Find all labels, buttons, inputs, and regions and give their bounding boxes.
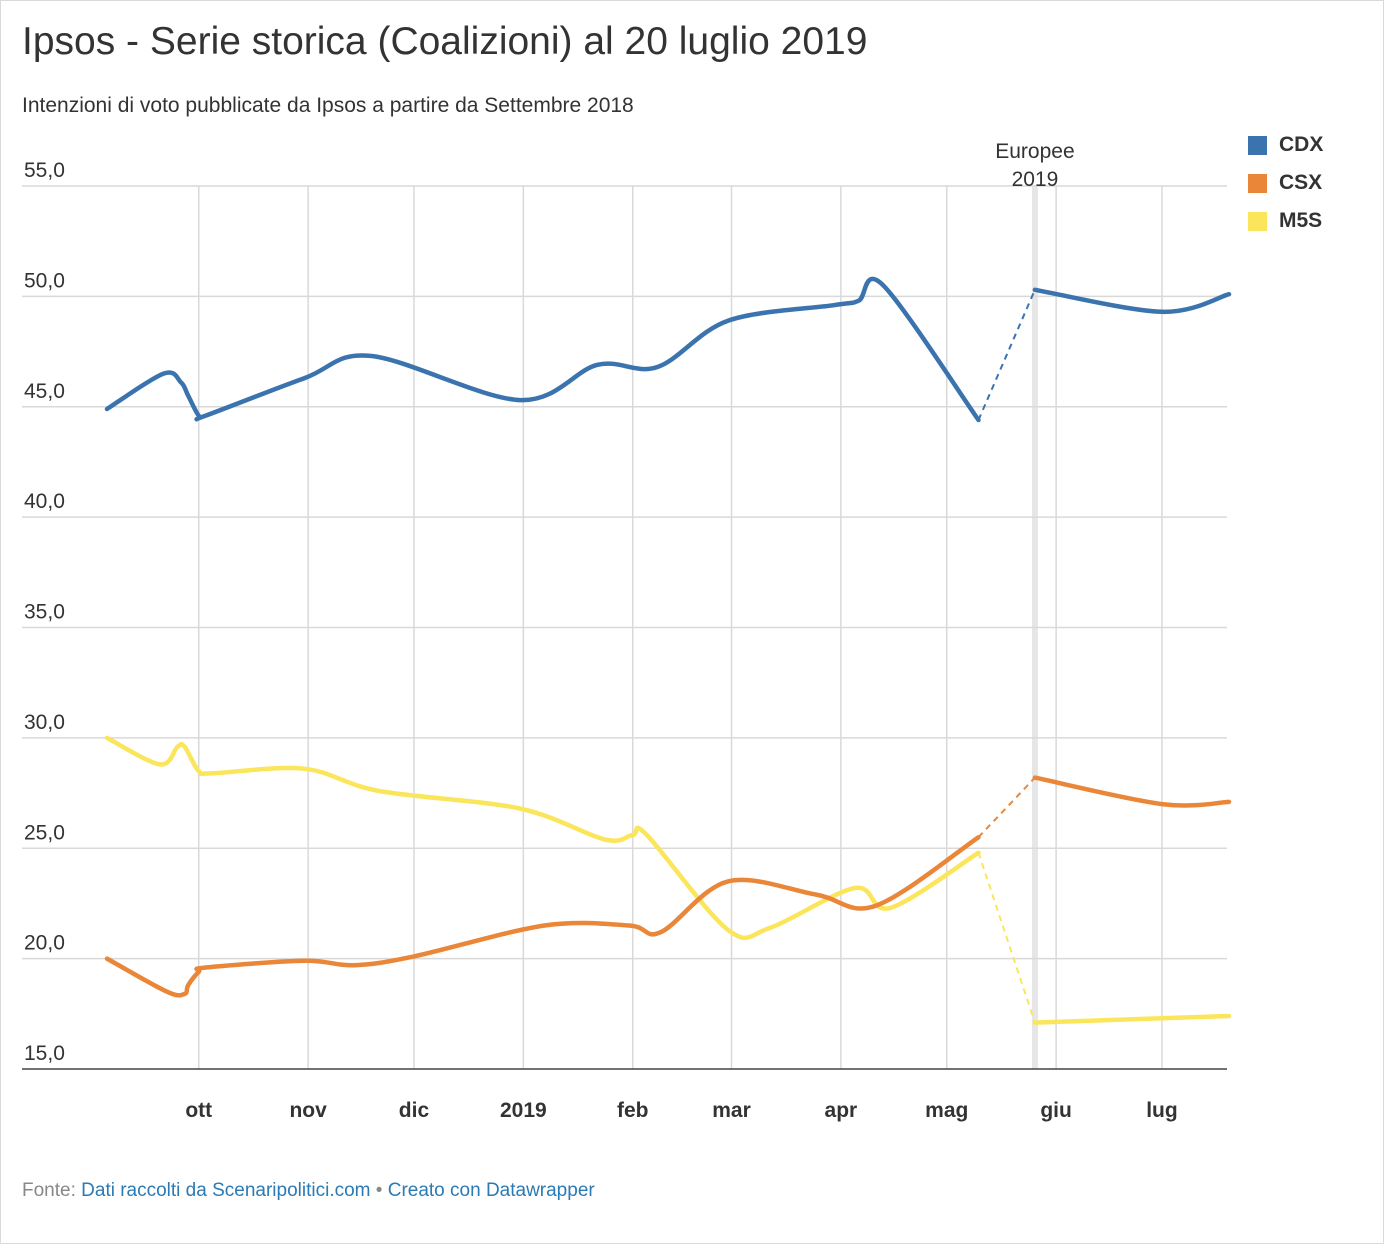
source-link[interactable]: Dati raccolti da Scenaripolitici.com	[81, 1180, 371, 1201]
footer-prefix: Fonte:	[22, 1180, 76, 1201]
legend-item-m5s: M5S	[1248, 202, 1323, 240]
legend-label-csx: CSX	[1279, 171, 1323, 194]
footer-separator: •	[375, 1180, 383, 1201]
x-tick-label: 2019	[500, 1099, 547, 1122]
legend-item-csx: CSX	[1248, 164, 1323, 202]
series-csx-line-before	[104, 834, 981, 998]
legend-swatch-cdx	[1248, 135, 1267, 155]
legend-label-m5s: M5S	[1279, 209, 1323, 232]
x-tick-label: mar	[712, 1099, 751, 1122]
annotation-label: Europee 2019	[995, 140, 1074, 191]
x-tick-label: feb	[617, 1099, 649, 1122]
legend: CDX CSX M5S	[1248, 126, 1323, 240]
legend-label-cdx: CDX	[1279, 133, 1324, 156]
series-cdx-line-after	[1032, 287, 1232, 315]
legend-swatch-csx	[1248, 173, 1267, 193]
y-tick-label: 45,0	[24, 380, 65, 403]
x-tick-label: ott	[185, 1099, 212, 1122]
y-tick-label: 40,0	[24, 490, 65, 513]
legend-swatch-m5s	[1248, 211, 1267, 231]
y-tick-label: 25,0	[24, 821, 65, 844]
series-cdx-gap-line	[977, 289, 1036, 421]
x-tick-label: giu	[1040, 1099, 1072, 1122]
x-tick-label: nov	[289, 1099, 327, 1122]
x-tick-label: lug	[1146, 1099, 1178, 1122]
series-csx-gap-line	[977, 776, 1036, 838]
legend-item-cdx: CDX	[1248, 126, 1323, 164]
y-tick-label: 55,0	[24, 159, 65, 182]
y-tick-label: 30,0	[24, 711, 65, 734]
datawrapper-link[interactable]: Creato con Datawrapper	[387, 1180, 595, 1201]
series-m5s-line-before	[104, 735, 981, 941]
x-tick-label: dic	[399, 1099, 430, 1122]
series-m5s-gap-line	[977, 852, 1036, 1023]
series-m5s-line-after	[1032, 1013, 1232, 1025]
y-tick-label: 35,0	[24, 601, 65, 624]
x-tick-label: apr	[825, 1099, 858, 1122]
y-tick-label: 15,0	[24, 1042, 65, 1065]
series-csx-line-after	[1032, 775, 1232, 808]
footer: Fonte: Dati raccolti da Scenaripolitici.…	[22, 1180, 595, 1202]
y-tick-label: 20,0	[24, 932, 65, 955]
series-cdx-line-before	[104, 276, 981, 423]
x-tick-label: mag	[925, 1099, 968, 1122]
y-tick-label: 50,0	[24, 269, 65, 292]
chart-subtitle: Intenzioni di voto pubblicate da Ipsos a…	[22, 94, 634, 117]
chart-title: Ipsos - Serie storica (Coalizioni) al 20…	[22, 20, 868, 63]
